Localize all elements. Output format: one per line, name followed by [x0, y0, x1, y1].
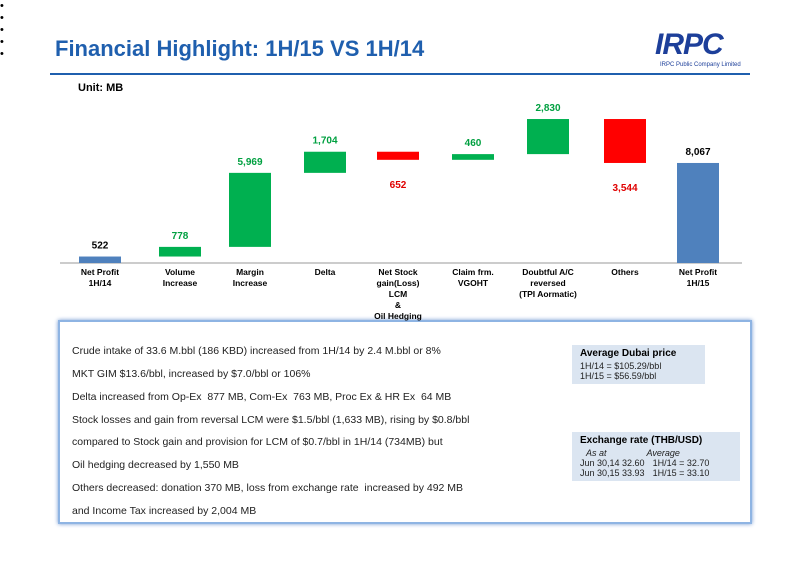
- category-label: Claim frm. VGOHT: [452, 267, 494, 288]
- note-line: compared to Stock gain and provision for…: [72, 436, 443, 448]
- category-label: Volume Increase: [162, 267, 198, 288]
- chart: 522 778 5,969 1,704 652 460 2,830 3,544 8,067: [60, 103, 742, 264]
- exchange-title: Exchange rate (THB/USD): [580, 435, 703, 446]
- category-label: Doubtful A/C reversed (TPI Aormatic): [519, 267, 577, 299]
- value-label: 2,830: [535, 103, 560, 114]
- value-label: 5,969: [237, 157, 262, 168]
- value-label: 522: [92, 241, 109, 252]
- bullet: •: [0, 0, 4, 12]
- value-label: 778: [172, 231, 189, 242]
- notes-box: [58, 320, 752, 524]
- exchange-head: As at Average: [580, 448, 732, 458]
- dubai-title: Average Dubai price: [580, 348, 677, 359]
- exchange-row: Jun 30,14 32.60 1H/14 = 32.70: [580, 458, 732, 468]
- title-rule: [50, 73, 750, 75]
- head: As at: [586, 448, 607, 458]
- head: Average: [646, 448, 680, 458]
- cell: 1H/15 = 33.10: [652, 468, 710, 478]
- cell: Jun 30,14 32.60: [580, 458, 645, 468]
- bar: [677, 162, 719, 263]
- bar: [377, 151, 419, 160]
- cell: 1H/14 = 32.70: [652, 458, 710, 468]
- value-label: 652: [390, 180, 407, 191]
- value-label: 3,544: [612, 183, 637, 194]
- bar: [527, 119, 569, 155]
- exchange-box: Exchange rate (THB/USD) As at Average Jun…: [572, 432, 740, 481]
- exchange-row: Jun 30,15 33.93 1H/15 = 33.10: [580, 468, 732, 478]
- bar: [452, 154, 494, 160]
- value-label: 8,067: [685, 147, 710, 158]
- dubai-row: 1H/15 = $56.59/bbl: [580, 371, 657, 381]
- dubai-row: 1H/14 = $105.29/bbl: [580, 361, 662, 371]
- note-line: Delta increased from Op-Ex 877 MB, Com-E…: [72, 391, 452, 403]
- note-line: Crude intake of 33.6 M.bbl (186 KBD) inc…: [72, 345, 441, 357]
- bullet: •: [0, 48, 4, 60]
- bullet: •: [0, 36, 4, 48]
- bullet: •: [0, 12, 4, 24]
- bar: [604, 119, 646, 163]
- unit-label: Unit: MB: [78, 82, 124, 94]
- note-line: Stock losses and gain from reversal LCM …: [72, 414, 470, 426]
- slide-title: Financial Highlight: 1H/15 VS 1H/14: [55, 36, 425, 61]
- note-line: Others decreased: donation 370 MB, loss …: [72, 482, 464, 494]
- dubai-box: Average Dubai price 1H/14 = $105.29/bbl …: [572, 345, 705, 384]
- category-label: Delta: [314, 267, 336, 277]
- bar: [159, 246, 201, 257]
- note-line: MKT GIM $13.6/bbl, increased by $7.0/bbl…: [72, 368, 311, 380]
- category-label: Net Stock gain(Loss) LCM & Oil Hedging: [374, 267, 422, 321]
- value-label: 1,704: [312, 136, 337, 147]
- cell: Jun 30,15 33.93: [580, 468, 645, 478]
- note-line: and Income Tax increased by 2,004 MB: [72, 505, 257, 517]
- bullet: •: [0, 24, 4, 36]
- company-name: IRPC Public Company Limited: [660, 62, 741, 68]
- category-label: Others: [611, 267, 639, 277]
- logo: IRPC: [655, 28, 724, 61]
- note-line: Oil hedging decreased by 1,550 MB: [72, 459, 239, 471]
- bar: [79, 256, 121, 263]
- value-label: 460: [465, 138, 482, 149]
- bar: [229, 172, 271, 247]
- category-label: Net Profit 1H/15: [678, 267, 718, 288]
- category-label: Margin Increase: [232, 267, 268, 288]
- category-label: Net Profit 1H/14: [80, 267, 120, 288]
- bar: [304, 151, 346, 173]
